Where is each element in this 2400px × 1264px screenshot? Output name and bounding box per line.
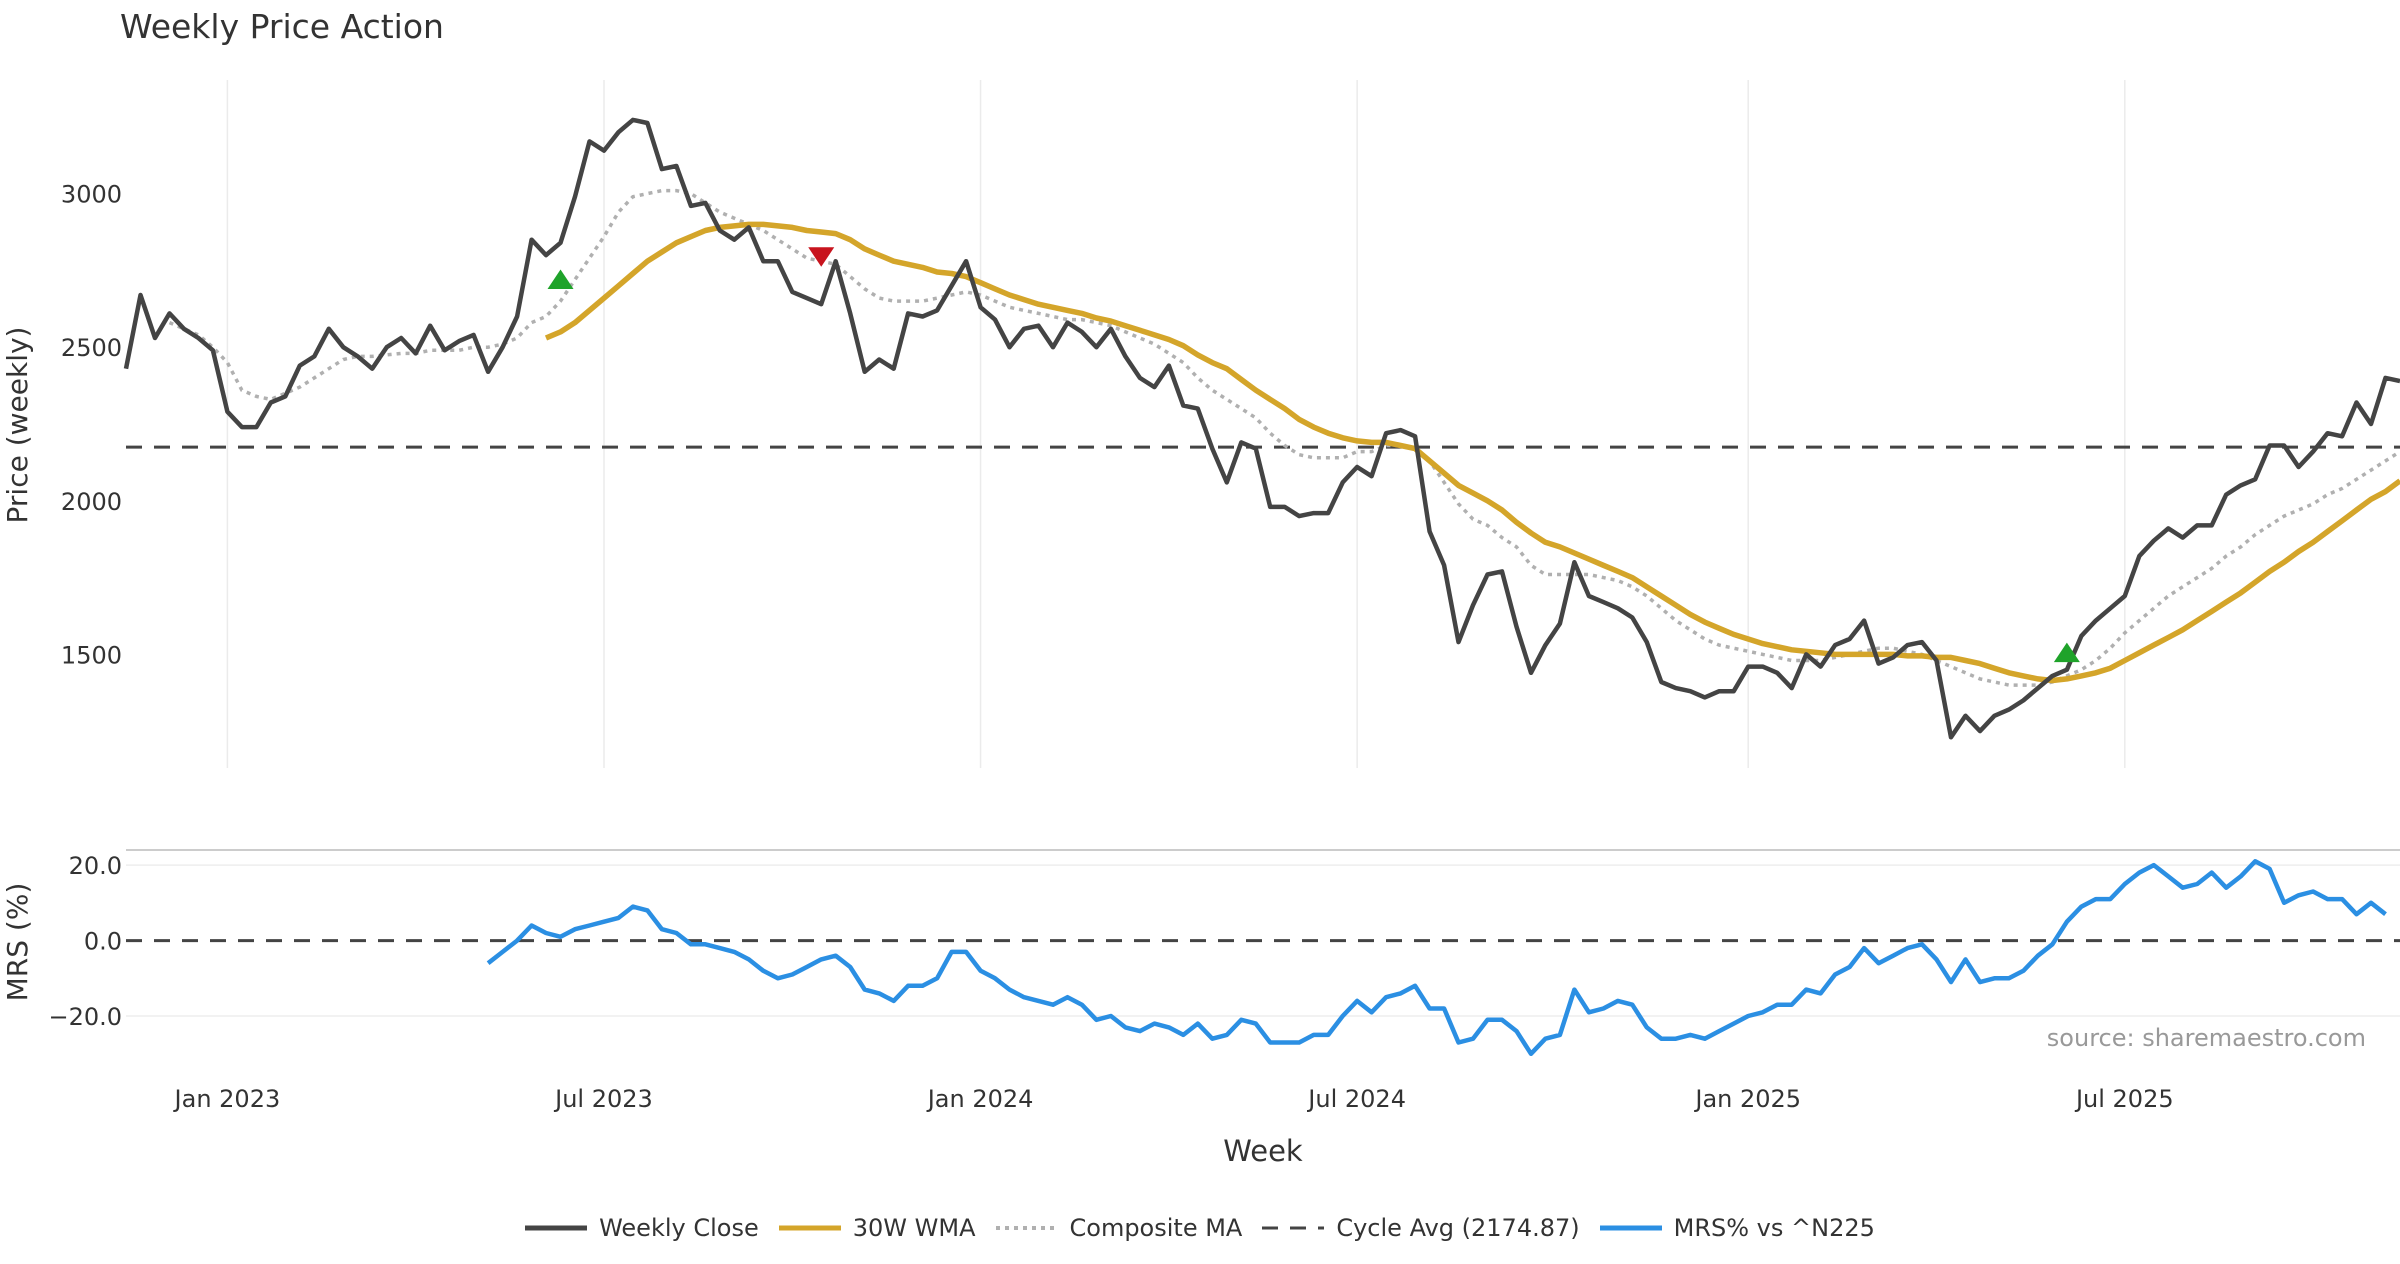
legend-label: Weekly Close: [599, 1214, 759, 1242]
price-y-tick-label: 2500: [61, 334, 122, 362]
source-annotation: source: sharemaestro.com: [2047, 1024, 2366, 1052]
buy-signal-marker: [548, 269, 574, 289]
x-tick-label: Jan 2025: [1693, 1085, 1801, 1113]
x-tick-label: Jul 2024: [1306, 1085, 1406, 1113]
legend-item-cycle-avg: Cycle Avg (2174.87): [1262, 1214, 1579, 1242]
price-y-tick-label: 3000: [61, 181, 122, 209]
mrs-y-tick-label: 0.0: [84, 928, 122, 956]
legend-swatch-solid: [525, 1222, 587, 1234]
series-composite-ma-line: [170, 191, 2400, 685]
legend-item-30w-wma: 30W WMA: [779, 1214, 976, 1242]
series-weekly-close-line: [126, 120, 2400, 737]
legend-swatch-solid: [779, 1222, 841, 1234]
legend-label: 30W WMA: [853, 1214, 976, 1242]
legend-swatch-dotted: [996, 1222, 1058, 1234]
x-tick-label: Jan 2024: [926, 1085, 1034, 1113]
legend-swatch-solid: [1600, 1222, 1662, 1234]
legend-item-composite-ma: Composite MA: [996, 1214, 1243, 1242]
x-axis-label: Week: [1223, 1134, 1303, 1168]
mrs-y-axis-label: MRS (%): [1, 883, 34, 1002]
series-lines: [126, 120, 2400, 1054]
signal-markers: [548, 247, 2080, 662]
grid-lines: [126, 80, 2400, 1016]
x-tick-label: Jul 2023: [553, 1085, 653, 1113]
legend-item-mrs: MRS% vs ^N225: [1600, 1214, 1875, 1242]
x-tick-label: Jan 2023: [173, 1085, 281, 1113]
price-y-axis-label: Price (weekly): [1, 327, 34, 524]
price-y-tick-label: 2000: [61, 488, 122, 516]
price-y-tick-label: 1500: [61, 641, 122, 669]
chart-title: Weekly Price Action: [120, 7, 444, 46]
chart-legend: Weekly Close 30W WMA Composite MA Cycle …: [0, 1210, 2400, 1246]
legend-item-weekly-close: Weekly Close: [525, 1214, 759, 1242]
legend-swatch-dashed: [1262, 1222, 1324, 1234]
legend-label: MRS% vs ^N225: [1674, 1214, 1875, 1242]
x-tick-label: Jul 2025: [2074, 1085, 2174, 1113]
legend-label: Composite MA: [1070, 1214, 1243, 1242]
mrs-y-tick-label: −20.0: [48, 1003, 122, 1031]
legend-label: Cycle Avg (2174.87): [1336, 1214, 1579, 1242]
mrs-y-tick-label: 20.0: [69, 852, 122, 880]
